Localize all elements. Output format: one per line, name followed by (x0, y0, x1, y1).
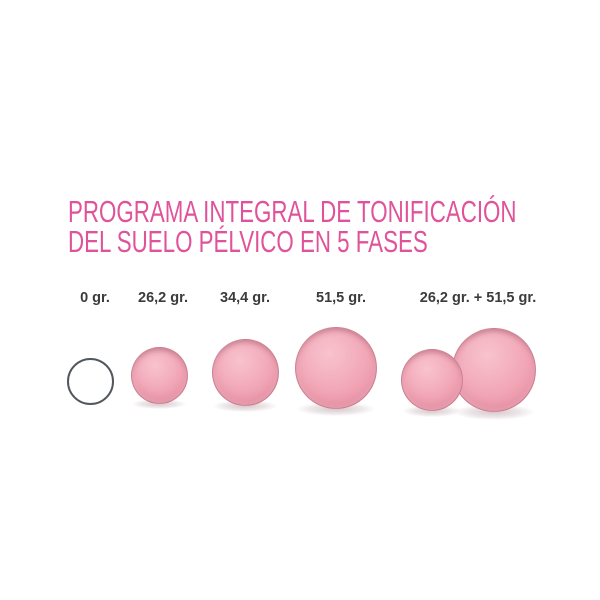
page-title: PROGRAMA INTEGRAL DE TONIFICACIÓN DEL SU… (68, 194, 517, 259)
pink-ball (452, 328, 536, 412)
pink-ball (295, 327, 377, 409)
empty-circle (66, 358, 114, 405)
phase-label-1: 0 gr. (80, 290, 110, 306)
phase-label-3: 34,4 gr. (220, 290, 270, 306)
pink-ball (211, 339, 279, 406)
pink-ball (401, 349, 463, 411)
page-title-line1: PROGRAMA INTEGRAL DE TONIFICACIÓN (68, 194, 517, 229)
phase-label-5: 26,2 gr. + 51,5 gr. (419, 290, 537, 306)
phase-label-4: 51,5 gr. (316, 290, 366, 306)
pink-ball (130, 347, 188, 404)
phase-label-2: 26,2 gr. (138, 290, 188, 306)
page-title-line2: DEL SUELO PÉLVICO EN 5 FASES (68, 224, 428, 259)
